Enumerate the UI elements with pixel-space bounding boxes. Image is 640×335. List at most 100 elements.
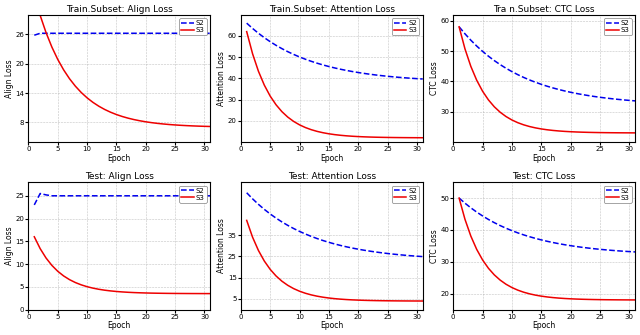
- S3: [48, 263, 56, 267]
- S3: [107, 289, 115, 293]
- S2: [390, 252, 397, 256]
- Line: S3: S3: [459, 27, 635, 133]
- S3: [118, 290, 126, 294]
- S2: [290, 52, 298, 56]
- S2: [278, 47, 285, 51]
- X-axis label: Epoch: Epoch: [532, 154, 556, 162]
- S2: [401, 76, 409, 80]
- S2: [508, 229, 516, 233]
- S3: [366, 135, 374, 139]
- S3: [584, 297, 592, 302]
- S2: [284, 223, 292, 227]
- S3: [479, 89, 486, 93]
- S2: [573, 91, 580, 95]
- S3: [183, 124, 191, 128]
- S3: [538, 127, 545, 131]
- S2: [525, 78, 533, 82]
- S2: [342, 68, 350, 72]
- S3: [614, 131, 621, 135]
- S2: [154, 31, 161, 35]
- S2: [620, 98, 627, 102]
- S3: [266, 94, 274, 98]
- X-axis label: Epoch: Epoch: [108, 154, 131, 162]
- S3: [148, 121, 156, 125]
- S3: [72, 280, 79, 284]
- S2: [107, 194, 115, 198]
- S2: [497, 223, 504, 227]
- S2: [159, 194, 167, 198]
- S3: [567, 130, 575, 134]
- S3: [490, 105, 498, 109]
- S3: [148, 291, 156, 295]
- S2: [484, 54, 492, 58]
- S3: [101, 108, 109, 112]
- S2: [461, 201, 469, 205]
- S2: [337, 244, 344, 248]
- S3: [195, 291, 202, 295]
- S3: [54, 57, 61, 61]
- S2: [473, 44, 481, 48]
- S2: [355, 247, 362, 251]
- Title: Train.Subset: Align Loss: Train.Subset: Align Loss: [66, 5, 173, 14]
- S2: [479, 214, 486, 218]
- S2: [159, 31, 167, 35]
- S3: [165, 123, 173, 127]
- S3: [159, 122, 167, 126]
- S3: [631, 298, 639, 302]
- S3: [360, 298, 368, 303]
- S2: [278, 220, 285, 224]
- S2: [301, 232, 309, 236]
- S3: [255, 249, 262, 253]
- S2: [520, 75, 527, 79]
- S2: [514, 73, 522, 77]
- S2: [396, 75, 403, 79]
- S2: [614, 97, 621, 101]
- S2: [142, 31, 150, 35]
- S3: [360, 135, 368, 139]
- S3: [590, 130, 598, 134]
- S2: [83, 31, 91, 35]
- S3: [207, 125, 214, 129]
- S3: [54, 269, 61, 273]
- Legend: S2, S3: S2, S3: [392, 186, 419, 203]
- S2: [266, 212, 274, 216]
- S2: [372, 250, 380, 254]
- S2: [177, 194, 185, 198]
- S3: [579, 297, 586, 301]
- S2: [284, 50, 292, 54]
- S3: [401, 136, 409, 140]
- S3: [124, 116, 132, 120]
- S3: [130, 118, 138, 122]
- S3: [319, 295, 327, 299]
- S2: [325, 240, 333, 244]
- S2: [538, 82, 545, 86]
- S2: [313, 61, 321, 65]
- S2: [42, 193, 50, 197]
- S2: [473, 210, 481, 214]
- Legend: S2, S3: S2, S3: [179, 18, 207, 35]
- S3: [313, 129, 321, 133]
- S2: [625, 250, 633, 254]
- S2: [579, 92, 586, 96]
- S2: [573, 245, 580, 249]
- S2: [584, 246, 592, 250]
- S3: [136, 291, 144, 295]
- S3: [520, 123, 527, 127]
- S2: [467, 38, 475, 42]
- S3: [319, 131, 327, 135]
- Line: S2: S2: [35, 33, 211, 35]
- S3: [538, 294, 545, 298]
- S3: [200, 124, 208, 128]
- S2: [396, 253, 403, 257]
- S3: [366, 298, 374, 303]
- S3: [579, 130, 586, 134]
- S2: [520, 233, 527, 237]
- S2: [66, 31, 74, 35]
- S2: [360, 71, 368, 75]
- S2: [567, 244, 575, 248]
- S3: [555, 129, 563, 133]
- Title: Tra n.Subset: CTC Loss: Tra n.Subset: CTC Loss: [493, 5, 595, 14]
- S3: [573, 130, 580, 134]
- S2: [195, 194, 202, 198]
- S2: [331, 242, 339, 246]
